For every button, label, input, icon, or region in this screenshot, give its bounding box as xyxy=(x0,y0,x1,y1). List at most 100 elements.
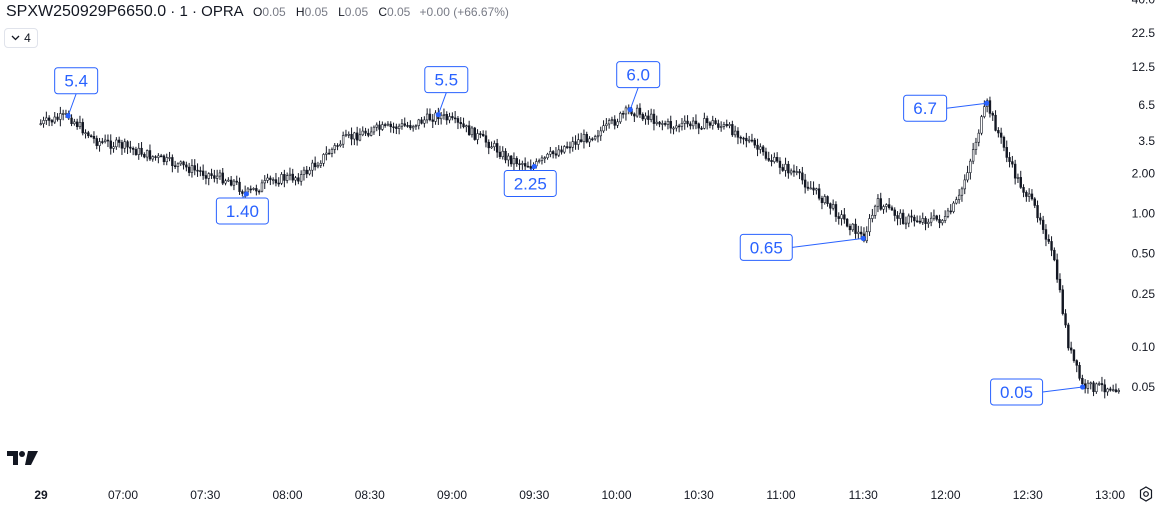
candle-body xyxy=(787,163,790,174)
candle-body xyxy=(498,151,502,158)
candle-body xyxy=(896,215,899,219)
candle-series xyxy=(39,96,1120,399)
candle-body xyxy=(187,166,191,173)
annotation-box[interactable] xyxy=(503,169,557,197)
candle-body xyxy=(624,107,628,115)
candle-body xyxy=(781,167,784,171)
candle-body xyxy=(879,198,882,210)
candle-body xyxy=(557,149,560,156)
candle-body xyxy=(383,124,387,126)
annotation-box[interactable] xyxy=(990,378,1044,406)
candle-body xyxy=(857,231,860,234)
candle-body xyxy=(927,221,930,224)
annotation-connector xyxy=(792,237,864,248)
candle-body xyxy=(994,114,997,131)
candle-body xyxy=(605,123,608,126)
annotation-box[interactable] xyxy=(903,94,948,122)
candle-body xyxy=(271,179,275,181)
y-tick-label: 1.00 xyxy=(1132,206,1156,220)
x-tick-label: 13:00 xyxy=(1095,488,1125,502)
candle-body xyxy=(515,158,518,165)
candle-body xyxy=(151,156,154,160)
candle-body xyxy=(1092,382,1095,392)
gear-icon[interactable] xyxy=(1138,486,1154,502)
x-tick-label: 09:30 xyxy=(519,488,549,502)
annotation-box[interactable] xyxy=(739,233,793,261)
candle-body xyxy=(400,123,404,127)
candle-body xyxy=(277,182,280,185)
candle-body xyxy=(540,157,544,161)
annotation-box[interactable] xyxy=(215,197,269,225)
candle-body xyxy=(789,170,793,174)
candle-body xyxy=(87,132,90,137)
candle-body xyxy=(840,214,843,219)
candle-body xyxy=(582,134,586,142)
candle-body xyxy=(806,186,810,189)
candle-body xyxy=(1069,347,1073,351)
candle-body xyxy=(50,120,54,123)
candle-body xyxy=(546,153,549,159)
annotation-point xyxy=(243,191,249,197)
ohlc-low-key: L xyxy=(338,5,345,19)
candle-body xyxy=(308,169,311,175)
candle-body xyxy=(848,225,852,231)
candle-body xyxy=(389,123,392,128)
candle-body xyxy=(490,146,493,149)
interval-label[interactable]: 1 xyxy=(179,3,188,20)
annotation-connector xyxy=(67,93,77,116)
candle-body xyxy=(305,169,308,175)
annotation-point xyxy=(984,100,990,106)
candle-body xyxy=(1041,219,1045,230)
candle-body xyxy=(924,218,927,224)
candle-body xyxy=(179,161,182,165)
indicator-toggle-button[interactable]: 4 xyxy=(4,28,38,48)
candle-body xyxy=(1064,313,1067,326)
candle-body xyxy=(588,138,591,143)
candle-body xyxy=(1044,229,1048,240)
candle-body xyxy=(773,156,776,163)
candle-body xyxy=(1053,249,1056,261)
symbol-name[interactable]: SPXW250929P6650.0 xyxy=(6,3,167,20)
candle-body xyxy=(949,210,952,213)
candle-body xyxy=(39,123,42,125)
candle-body xyxy=(554,153,558,156)
candle-body xyxy=(963,179,966,190)
candle-body xyxy=(53,116,56,123)
candle-body xyxy=(1106,388,1109,393)
annotation-box[interactable] xyxy=(54,67,99,95)
candle-body xyxy=(560,149,563,153)
y-tick-label: 0.50 xyxy=(1132,247,1156,261)
candle-body xyxy=(658,121,661,125)
candle-body xyxy=(224,180,227,184)
y-tick-label: 0.05 xyxy=(1132,380,1156,394)
candle-body xyxy=(703,118,706,129)
candle-body xyxy=(98,141,101,146)
candle-body xyxy=(316,165,320,168)
candle-body xyxy=(336,145,339,147)
candle-body xyxy=(512,158,516,165)
annotation-box[interactable] xyxy=(616,61,661,89)
tradingview-logo[interactable] xyxy=(7,450,39,466)
candle-body xyxy=(644,115,647,120)
candle-body xyxy=(1033,198,1036,206)
candle-body xyxy=(1072,349,1076,361)
candle-body xyxy=(882,206,885,210)
annotation-label: 0.05 xyxy=(1000,383,1033,402)
candle-body xyxy=(395,126,398,129)
annotation-box[interactable] xyxy=(424,66,469,94)
candle-body xyxy=(173,165,177,168)
candle-body xyxy=(143,154,146,158)
chart-header: SPXW250929P6650.0 · 1 · OPRA O0.05 H0.05… xyxy=(6,3,509,21)
candle-body xyxy=(675,125,678,129)
candle-body xyxy=(921,218,924,223)
candle-body xyxy=(686,120,689,125)
candle-body xyxy=(577,139,580,145)
price-change: +0.00 (+66.67%) xyxy=(419,5,509,19)
candle-body xyxy=(409,125,412,129)
candle-body xyxy=(537,160,541,162)
candle-body xyxy=(717,123,720,128)
exchange-label: OPRA xyxy=(201,3,243,20)
candle-body xyxy=(661,123,664,125)
candle-body xyxy=(602,125,605,132)
